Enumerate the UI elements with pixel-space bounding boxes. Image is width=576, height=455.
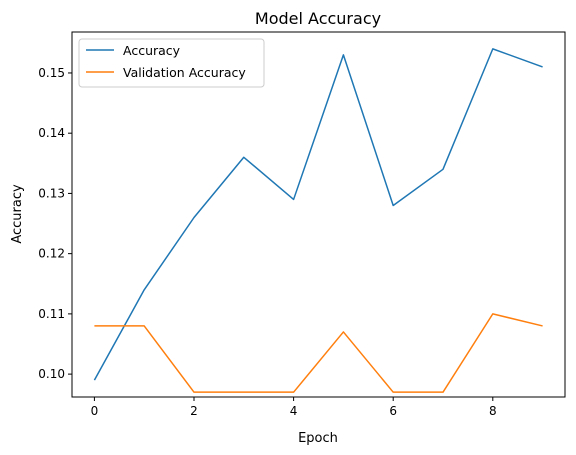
y-tick-label: 0.11 xyxy=(38,307,65,321)
legend-box xyxy=(78,38,265,88)
series-line-validation-accuracy xyxy=(94,313,543,393)
x-tick-label: 0 xyxy=(91,404,99,418)
plot-area xyxy=(71,31,566,398)
x-tick-label: 6 xyxy=(389,404,397,418)
x-axis-ticks: 0 2 4 6 8 xyxy=(91,397,497,418)
x-tick-label: 2 xyxy=(190,404,198,418)
y-tick-label: 0.12 xyxy=(38,247,65,261)
plot-frame xyxy=(71,31,566,398)
y-axis-ticks: 0.10 0.11 0.12 0.13 0.14 0.15 xyxy=(38,66,72,381)
x-tick-label: 8 xyxy=(489,404,497,418)
y-axis-label: Accuracy xyxy=(10,184,25,244)
legend-label-accuracy: Accuracy xyxy=(123,43,181,58)
y-tick-label: 0.14 xyxy=(38,126,65,140)
y-tick-label: 0.10 xyxy=(38,367,65,381)
series-layer xyxy=(93,48,543,393)
series-line-accuracy xyxy=(93,48,543,381)
y-tick-label: 0.15 xyxy=(38,66,65,80)
y-tick-label: 0.13 xyxy=(38,186,65,200)
x-axis-label: Epoch xyxy=(298,431,338,446)
legend: Accuracy Validation Accuracy xyxy=(78,38,265,88)
legend-label-validation-accuracy: Validation Accuracy xyxy=(123,65,246,80)
x-tick-label: 4 xyxy=(290,404,298,418)
chart-title: Model Accuracy xyxy=(255,9,381,28)
